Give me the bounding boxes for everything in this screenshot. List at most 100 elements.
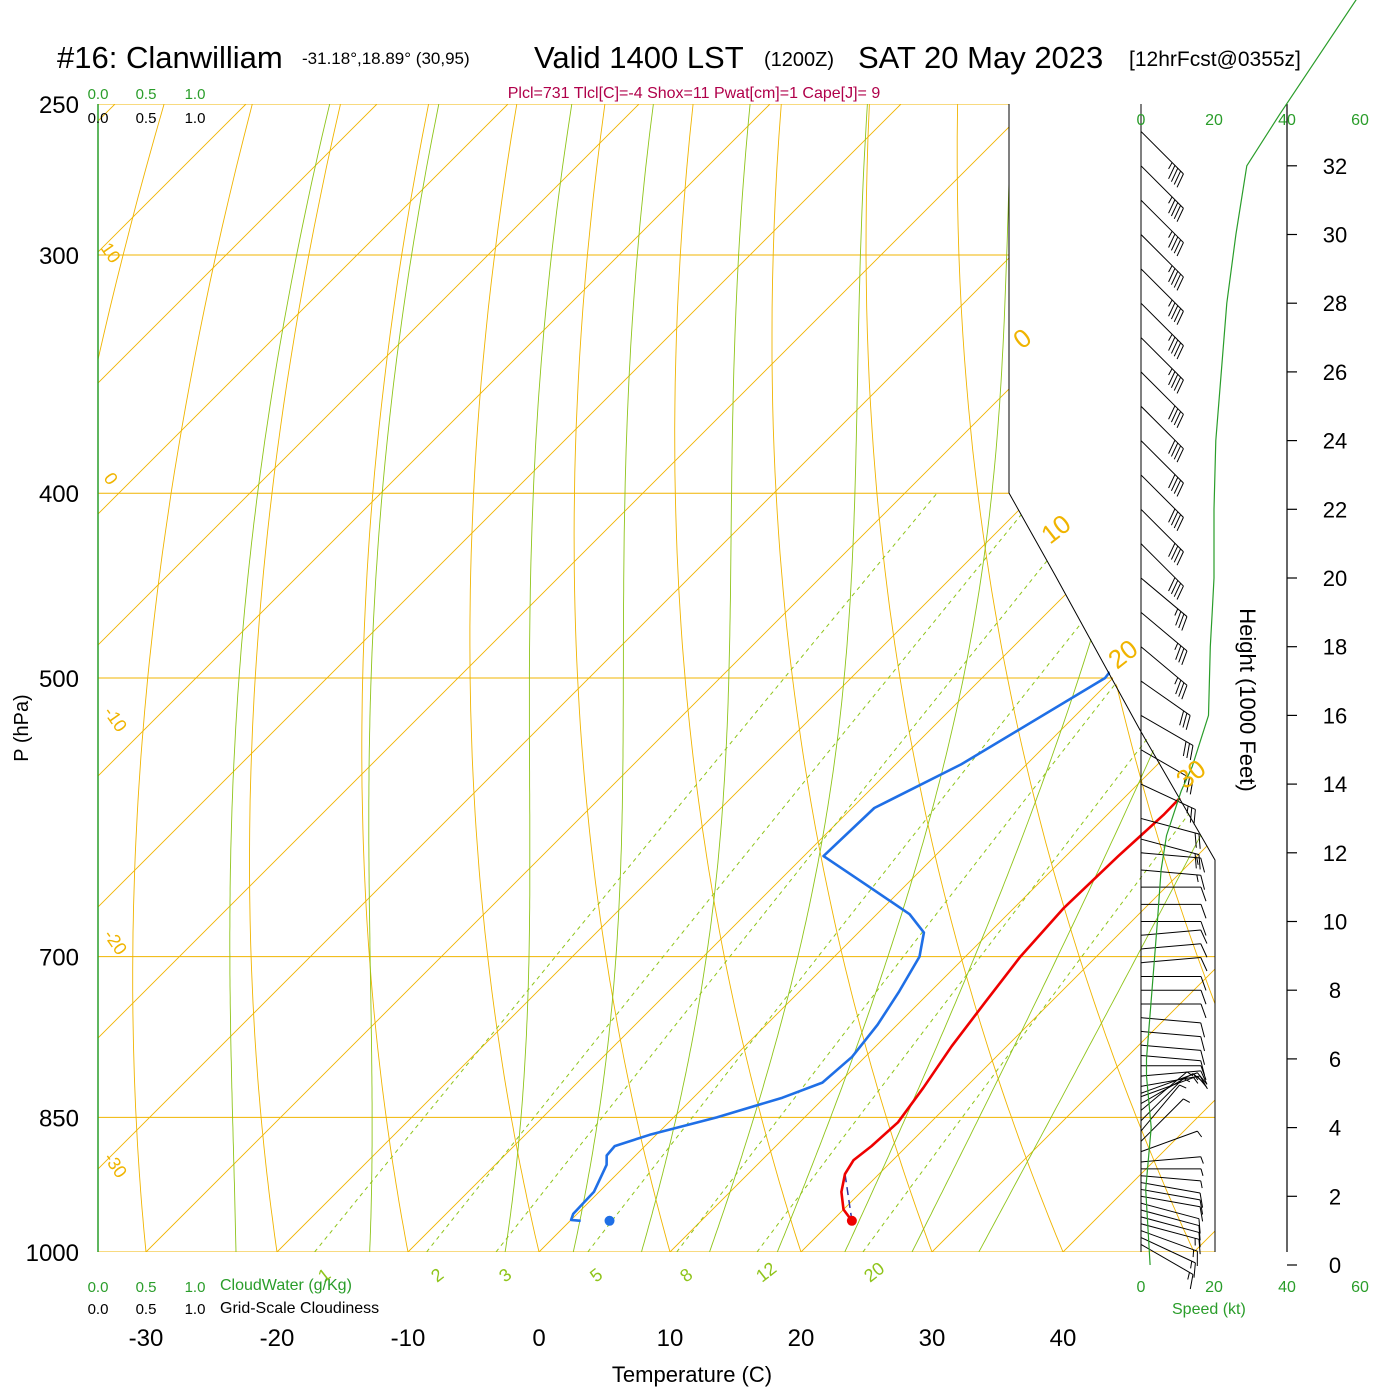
wind-barb-flag xyxy=(1189,745,1194,761)
wind-barb-staff xyxy=(1140,1195,1201,1208)
wind-barb-half xyxy=(1174,642,1179,651)
wind-barb-staff xyxy=(1140,869,1201,876)
wind-barb-half xyxy=(1168,368,1173,376)
wind-barb-flag xyxy=(1200,976,1207,991)
wind-barb xyxy=(1141,903,1207,919)
wind-barb xyxy=(1140,852,1206,873)
wind-barb xyxy=(1140,1237,1196,1278)
wind-barb-flag xyxy=(1175,679,1182,695)
temperature-tick-label: -30 xyxy=(129,1325,164,1352)
wind-barb xyxy=(1140,869,1206,890)
wind-barb xyxy=(1141,921,1207,936)
height-tick-label: 30 xyxy=(1323,223,1347,248)
pressure-tick-label: 250 xyxy=(39,92,79,119)
x-axis-title: Temperature (C) xyxy=(612,1362,772,1387)
wind-barb-flag xyxy=(1200,957,1208,972)
profiles xyxy=(569,119,1215,1226)
wind-barb-flag xyxy=(1200,875,1206,890)
wind-barb-half xyxy=(1174,677,1179,685)
moist-adiabat xyxy=(891,104,1215,1252)
dry-adiabat xyxy=(573,104,683,1252)
isotherm-line xyxy=(1325,104,1400,1252)
wind-barbs xyxy=(1140,131,1208,1290)
wind-barb-flag xyxy=(1200,929,1208,944)
wind-barb-flag xyxy=(1170,477,1179,492)
wind-barb-flag xyxy=(1176,208,1184,222)
wind-barb xyxy=(1140,577,1188,631)
wind-barb-half xyxy=(1193,1077,1199,1084)
dry-adiabat-label: 30 xyxy=(1170,753,1211,794)
wind-barb-flag xyxy=(1181,616,1188,631)
wind-barb-staff xyxy=(1140,1075,1198,1098)
wind-barb-flag xyxy=(1198,1239,1201,1255)
wind-barb-flag xyxy=(1179,710,1185,726)
speed-tick-label: 0 xyxy=(1137,112,1146,129)
wind-barb-flag xyxy=(1168,474,1176,489)
speed-tick-label: 40 xyxy=(1278,112,1296,129)
mixing-ratio-label: 5 xyxy=(586,1264,606,1286)
wind-barb-flag xyxy=(1198,1225,1201,1241)
height-tick-label: 12 xyxy=(1323,841,1347,866)
wind-barb-flag xyxy=(1178,682,1185,697)
speed-tick-label: 20 xyxy=(1205,1279,1223,1296)
wind-barb-flag xyxy=(1170,202,1179,217)
isotherm-line xyxy=(98,104,640,1252)
wind-barb xyxy=(1140,165,1184,222)
wind-barb-flag xyxy=(1170,271,1179,285)
wind-barb-flag xyxy=(1193,1262,1196,1278)
wind-barb-half xyxy=(1168,299,1173,307)
dry-adiabat xyxy=(674,104,815,1252)
wind-barb-half xyxy=(1183,1098,1191,1103)
isotherm-line xyxy=(98,104,509,1252)
wind-barb-staff xyxy=(1140,611,1188,652)
wind-barb-staff xyxy=(1140,1084,1180,1132)
wind-barb-half xyxy=(1192,1249,1195,1258)
wind-barb-flag xyxy=(1168,405,1176,420)
dry-adiabat xyxy=(1045,104,1215,1252)
cloudwater-tick-label: 0.0 xyxy=(88,86,109,103)
isotherm-line xyxy=(98,104,902,1252)
wind-barb-staff xyxy=(1140,543,1184,587)
wind-barb-flag xyxy=(1168,371,1176,386)
wind-barb-flag xyxy=(1178,648,1185,663)
wind-barb-flag xyxy=(1170,545,1179,560)
wind-barb xyxy=(1140,1202,1201,1234)
wind-barb-staff xyxy=(1140,1070,1201,1077)
mixing-ratio-line xyxy=(862,492,1215,1252)
wind-barb-flag xyxy=(1181,650,1188,666)
cloudwater-tick-label: 1.0 xyxy=(185,1279,206,1296)
height-tick-label: 18 xyxy=(1323,635,1347,660)
dry-adiabat xyxy=(1307,70,1400,1292)
cloudwater-label: CloudWater (g/Kg) xyxy=(220,1277,352,1294)
wind-barb xyxy=(1141,975,1207,991)
moist-adiabat xyxy=(694,104,869,1252)
wind-barb xyxy=(1140,1017,1206,1038)
wind-barb-staff xyxy=(1140,838,1200,856)
pressure-tick-label: 700 xyxy=(39,945,79,972)
wind-barb xyxy=(1140,337,1184,394)
height-axis-title: Height (1000 Feet) xyxy=(1235,608,1260,791)
wind-barb-staff xyxy=(1140,1182,1201,1194)
wind-barb xyxy=(1140,234,1184,291)
height-tick-label: 28 xyxy=(1323,291,1347,316)
wind-barb-flag xyxy=(1194,853,1197,869)
wind-barb xyxy=(1140,131,1184,188)
dry-adiabat-label: -10 xyxy=(100,703,131,736)
cloudiness-tick-label: 0.0 xyxy=(88,1301,109,1318)
wind-barb-flag xyxy=(1175,611,1182,626)
height-tick-label: 6 xyxy=(1329,1047,1341,1072)
wind-barb-half xyxy=(1196,1130,1203,1138)
moist-adiabat xyxy=(229,104,335,1252)
wind-barb xyxy=(1140,783,1196,825)
wind-barb-flag xyxy=(1170,168,1179,182)
wind-barb-half xyxy=(1200,1180,1203,1189)
wind-barb-staff xyxy=(1140,234,1184,278)
wind-barb xyxy=(1140,1216,1201,1248)
wind-barb-staff xyxy=(1140,268,1184,312)
wind-barb-flag xyxy=(1176,551,1184,566)
cloudwater-tick-label: 0.5 xyxy=(136,86,157,103)
wind-barb-staff xyxy=(1140,1054,1201,1062)
wind-barb-flag xyxy=(1173,308,1182,323)
temperature-profile xyxy=(840,135,1215,1222)
